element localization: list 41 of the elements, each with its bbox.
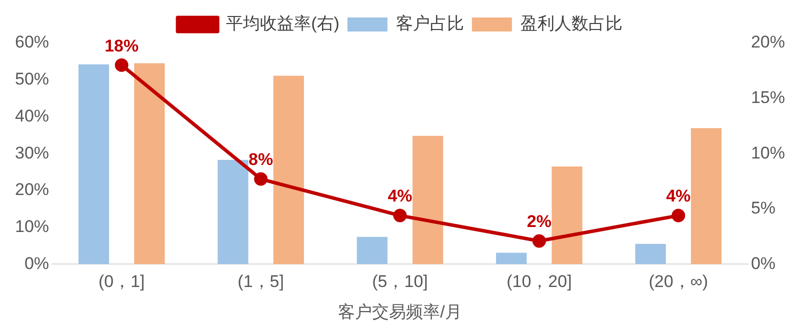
bar — [635, 244, 666, 264]
bar — [218, 160, 248, 264]
bar — [412, 136, 444, 264]
y-tick-label: 0% — [24, 254, 50, 273]
y2-tick-label: 0% — [750, 254, 776, 273]
y2-tick-label: 10% — [750, 143, 786, 162]
point — [393, 208, 407, 222]
data-label: 4% — [666, 186, 691, 206]
bar — [690, 128, 722, 264]
y-tick-label: 20% — [14, 180, 50, 200]
point — [532, 234, 546, 248]
x-axis-title: 客户交易频率/月 — [338, 302, 462, 322]
bar — [552, 166, 582, 264]
data-label: 2% — [526, 212, 552, 232]
y2-tick-label: 5% — [750, 198, 776, 218]
y-tick-label: 30% — [14, 143, 50, 162]
y-tick-label: 10% — [14, 217, 50, 236]
data-label: 18% — [104, 36, 139, 56]
legend-label: 平均收益率(右) — [226, 14, 340, 34]
data-label: 4% — [388, 186, 412, 206]
bar — [78, 64, 110, 264]
legend-label: 客户占比 — [396, 14, 464, 34]
y2-tick-label: 20% — [750, 32, 786, 52]
legend-label: 盈利人数占比 — [520, 14, 622, 34]
point — [114, 58, 128, 72]
x-tick-label: (20，∞) — [648, 272, 708, 292]
bar — [134, 63, 165, 264]
y-tick-label: 40% — [14, 106, 50, 126]
x-tick-label: (5，10] — [372, 272, 428, 292]
point — [254, 172, 268, 186]
x-tick-label: (0，1] — [98, 272, 145, 292]
x-tick-label: (10，20] — [506, 272, 572, 292]
y-tick-label: 50% — [14, 70, 50, 89]
y-tick-label: 60% — [14, 32, 50, 52]
bar — [496, 252, 527, 264]
point — [672, 208, 686, 222]
bar — [273, 76, 304, 264]
y2-tick-label: 15% — [750, 88, 786, 107]
bar — [356, 236, 388, 264]
x-tick-label: (1，5] — [238, 272, 284, 292]
data-label: 8% — [248, 150, 274, 170]
